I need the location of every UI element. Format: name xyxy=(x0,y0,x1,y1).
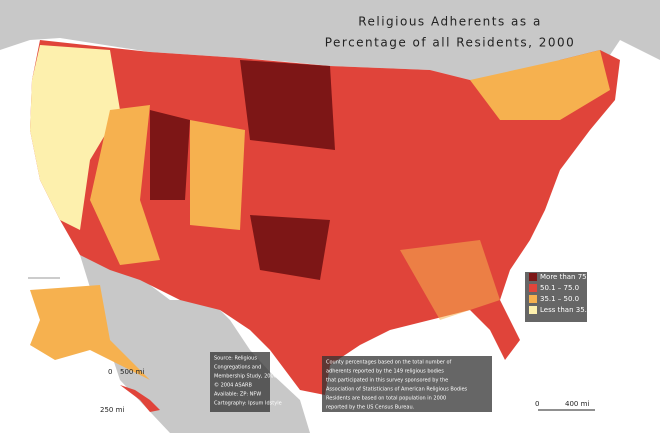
note-line: adherents reported by the 149 religious … xyxy=(326,369,444,375)
note: County percentages based on the total nu… xyxy=(326,360,468,411)
source-line: Source: Religious xyxy=(214,356,257,362)
region-west xyxy=(30,45,120,230)
scale-zero: 0 xyxy=(108,368,112,376)
note-line: Association of Statisticians of American… xyxy=(326,387,468,393)
legend-swatch xyxy=(529,295,537,303)
alaska xyxy=(30,285,150,380)
scale-label: 250 mi xyxy=(100,406,124,414)
source: Source: Religious Congregations and Member… xyxy=(214,356,282,407)
region-dakotas xyxy=(240,60,335,150)
source-line: Cartography: Ipsum Idstyle xyxy=(214,401,282,407)
source-box xyxy=(210,352,270,412)
note-line: County percentages based on the total nu… xyxy=(326,360,452,366)
scale-label: 500 mi xyxy=(120,368,144,376)
note-box xyxy=(322,356,492,412)
legend-label: 35.1 – 50.0 xyxy=(540,295,579,303)
source-line: Membership Study, 2000 xyxy=(214,374,277,380)
region-northeast xyxy=(470,50,610,120)
legend-label: 50.1 – 75.0 xyxy=(540,284,579,292)
scale-zero: 0 xyxy=(535,400,539,408)
source-line: Available: ZP: NFW xyxy=(214,392,261,398)
note-line: reported by the US Census Bureau. xyxy=(326,405,415,411)
legend-swatch xyxy=(529,306,537,314)
region-utah xyxy=(150,110,190,200)
source-line: © 2004 ASARB xyxy=(214,382,252,389)
note-line: that participated in this survey sponsor… xyxy=(326,378,448,384)
scale-label: 400 mi xyxy=(565,400,589,408)
title-line: Percentage of all Residents, 2000 xyxy=(325,36,576,50)
legend-label: Less than 35.1 xyxy=(540,306,591,314)
legend-label: More than 75.0 xyxy=(540,273,593,281)
region-southeast xyxy=(400,240,500,320)
region-colorado xyxy=(190,120,245,230)
source-line: Congregations and xyxy=(214,365,261,371)
legend: More than 75.0 50.1 – 75.0 35.1 – 50.0 Less… xyxy=(525,272,593,322)
legend-swatch xyxy=(529,273,537,281)
hawaii xyxy=(120,385,160,412)
region-nevada xyxy=(90,105,160,265)
canada xyxy=(0,0,660,80)
legend-swatch xyxy=(529,284,537,292)
region-plains xyxy=(250,215,330,280)
note-line: Residents are based on total population … xyxy=(326,396,446,402)
title-line: Religious Adherents as a xyxy=(358,15,542,29)
